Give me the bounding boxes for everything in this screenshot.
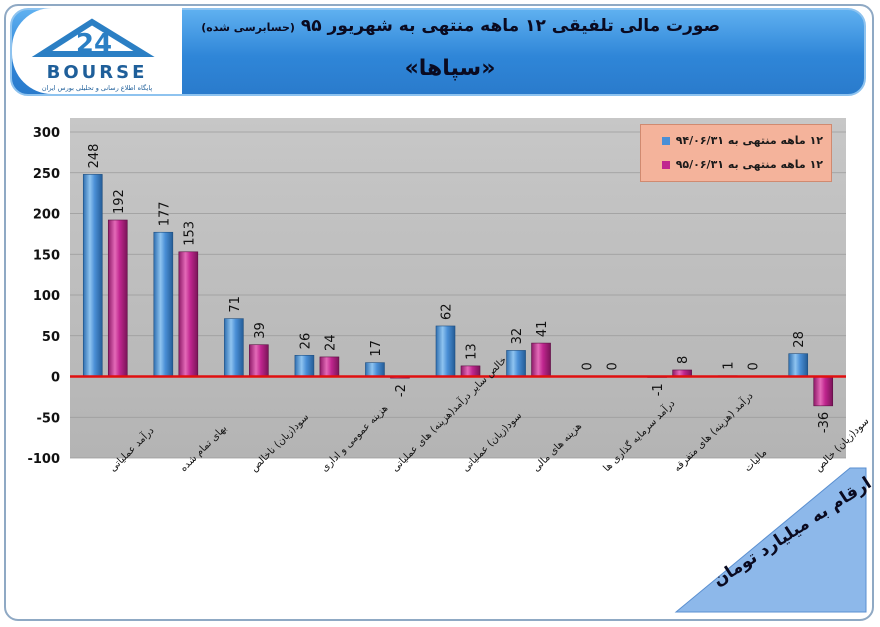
data-label: 41	[535, 321, 550, 338]
data-label: 71	[228, 296, 243, 313]
y-tick-label: 100	[33, 289, 60, 304]
data-label: 0	[606, 362, 621, 370]
category-label: بهای تمام شده	[178, 423, 229, 474]
bar	[294, 355, 315, 377]
legend-label-1395: ۱۲ ماهه منتهی به ۹۵/۰۶/۳۱	[675, 158, 823, 171]
data-label: 17	[369, 340, 384, 357]
category-label: درآمد عملیاتی	[106, 424, 156, 474]
bar	[249, 344, 269, 377]
legend-label-1394: ۱۲ ماهه منتهی به ۹۴/۰۶/۳۱	[675, 134, 823, 147]
y-tick-label: -100	[27, 452, 60, 467]
units-banner-shape	[674, 467, 867, 613]
bar	[224, 318, 244, 377]
bar	[319, 356, 340, 377]
data-label: 13	[465, 343, 480, 360]
data-label: 0	[581, 362, 596, 370]
data-label: 26	[298, 333, 313, 350]
bar	[788, 353, 809, 377]
y-tick-label: 300	[33, 126, 60, 141]
data-label: 1	[722, 361, 737, 369]
category-label: هزینه های مالی	[531, 421, 584, 474]
y-tick-label: 200	[33, 208, 60, 223]
bar	[460, 365, 481, 377]
data-label: 62	[440, 303, 455, 320]
data-label: 32	[510, 328, 525, 345]
category-label: مالیات	[743, 447, 770, 474]
logo-subtitle: پایگاه اطلاع رسانی و تحلیلی بورس ایران	[42, 84, 153, 92]
bourse-logo: 24 BOURSE پایگاه اطلاع رسانی و تحلیلی بو…	[12, 8, 182, 94]
category-label: درآمد سرمایه گذاری ها	[600, 397, 677, 474]
y-tick-label: -50	[37, 411, 61, 426]
legend-item-1395: ۱۲ ماهه منتهی به ۹۵/۰۶/۳۱	[649, 153, 823, 177]
legend-swatch-pink	[661, 161, 670, 169]
page-title: صورت مالی تلفیقی ۱۲ ماهه منتهی به شهریور…	[160, 16, 720, 36]
data-label: 39	[253, 322, 268, 339]
bar	[506, 350, 526, 377]
bar	[153, 231, 174, 377]
data-label: 248	[87, 144, 102, 169]
data-label: 8	[676, 356, 691, 364]
bar	[365, 362, 385, 377]
title-main: صورت مالی تلفیقی ۱۲ ماهه منتهی به شهریور…	[300, 16, 720, 36]
data-label: 24	[323, 334, 338, 351]
category-label: درآمد (هزینه) های متفرقه	[671, 389, 756, 474]
category-label: هزینه عمومی و اداری	[319, 403, 390, 474]
logo-number: 24	[76, 29, 112, 59]
chart-legend: ۱۲ ماهه منتهی به ۹۴/۰۶/۳۱ ۱۲ ماهه منتهی …	[640, 124, 832, 182]
data-label: 177	[157, 201, 172, 226]
data-label: 153	[182, 221, 197, 246]
title-note: (حسابرسی شده)	[201, 21, 295, 34]
category-label: سود(زیان) عملیاتی	[460, 410, 524, 474]
data-label: -36	[817, 412, 832, 433]
bar	[531, 342, 551, 377]
data-label: -2	[394, 384, 409, 397]
bar	[178, 251, 199, 377]
y-tick-label: 50	[42, 330, 60, 345]
data-label: 192	[112, 189, 127, 214]
category-label: سود(زیان) ناخالص	[249, 412, 311, 474]
bar	[82, 174, 103, 377]
logo-graphic: 24 BOURSE پایگاه اطلاع رسانی و تحلیلی بو…	[31, 18, 155, 92]
data-label: 0	[747, 362, 762, 370]
bar	[435, 325, 456, 377]
data-label: 28	[792, 331, 807, 348]
bar	[107, 219, 128, 377]
y-tick-label: 0	[51, 371, 60, 386]
legend-item-1394: ۱۲ ماهه منتهی به ۹۴/۰۶/۳۱	[649, 129, 823, 153]
logo-text: BOURSE	[47, 62, 148, 83]
data-label: -1	[651, 383, 666, 396]
y-tick-label: 150	[33, 248, 60, 263]
y-tick-label: 250	[33, 167, 60, 182]
company-name: «سپاها»	[404, 56, 496, 81]
bar	[813, 376, 834, 407]
legend-swatch-blue	[661, 137, 670, 145]
